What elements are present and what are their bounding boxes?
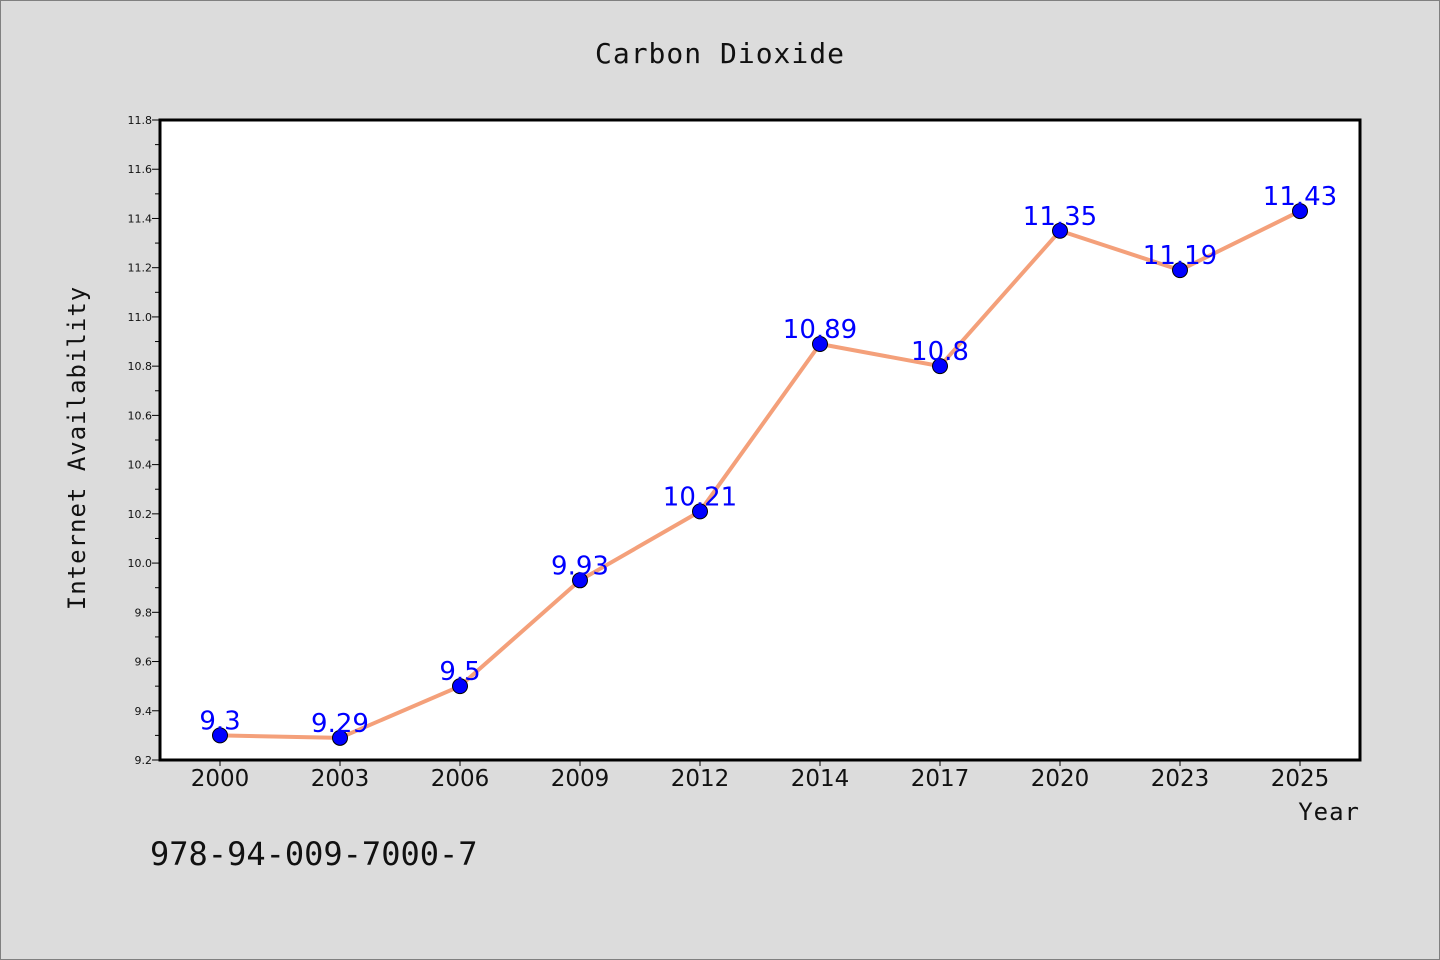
data-label: 9.5 [439,657,480,687]
x-axis: 2000 2003 2006 2009 2012 2014 2017 2020 2023 2025 [191,760,1330,792]
y-tick-label: 9.4 [135,705,153,718]
data-label: 11.19 [1143,241,1217,271]
data-label: 11.35 [1023,202,1097,232]
y-tick-label: 10.8 [128,360,153,373]
x-tick-label: 2006 [431,766,490,792]
x-tick-label: 2014 [791,766,850,792]
data-point [1292,203,1308,220]
y-tick-label: 10.0 [128,557,153,570]
y-axis-label: Internet Availability [63,286,91,610]
y-tick-label: 10.2 [128,508,153,521]
x-tick-label: 2003 [311,766,370,792]
data-label: 11.43 [1263,182,1337,212]
y-tick-label: 9.6 [135,656,153,669]
y-tick-label: 9.2 [135,754,153,767]
x-axis-label: Year [1298,798,1360,826]
series-markers [212,203,1308,746]
x-tick-label: 2020 [1031,766,1090,792]
plot-area [158,118,1362,762]
data-labels: 9.3 9.29 9.5 9.93 10.21 10.89 10.8 11.35 11.19 11… [199,182,1337,739]
data-point [452,678,468,695]
series-line [219,209,1301,740]
y-tick-label: 11.4 [128,212,153,225]
chart-title: Carbon Dioxide [595,37,845,70]
x-tick-label: 2009 [551,766,610,792]
x-tick-label: 2025 [1271,766,1330,792]
y-tick-label: 11.2 [128,262,153,275]
y-axis: 9.2 9.4 9.6 9.8 10.0 10.2 10.4 10.6 10.8 11.0 11.2… [128,114,160,767]
data-point [692,503,708,520]
data-point [212,727,228,744]
data-label: 9.3 [199,706,240,736]
x-tick-label: 2023 [1151,766,1210,792]
y-tick-label: 9.8 [135,606,153,619]
data-label: 9.29 [311,709,369,739]
isbn-text: 978-94-009-7000-7 [150,835,478,873]
data-label: 10.89 [783,315,857,345]
y-tick-label: 10.6 [128,409,153,422]
x-tick-label: 2017 [911,766,970,792]
data-label: 10.8 [911,337,969,367]
y-tick-label: 10.4 [128,459,153,472]
data-point [332,729,348,746]
data-point [572,572,588,589]
data-label: 9.93 [551,551,609,581]
y-tick-label: 11.0 [128,311,153,324]
data-label: 10.21 [663,482,737,512]
x-tick-label: 2000 [191,766,250,792]
data-point [1172,262,1188,279]
data-point [1052,222,1068,239]
x-tick-label: 2012 [671,766,730,792]
data-point [932,358,948,375]
data-point [812,336,828,352]
y-tick-label: 11.8 [128,114,153,127]
y-tick-label: 11.6 [128,163,153,176]
